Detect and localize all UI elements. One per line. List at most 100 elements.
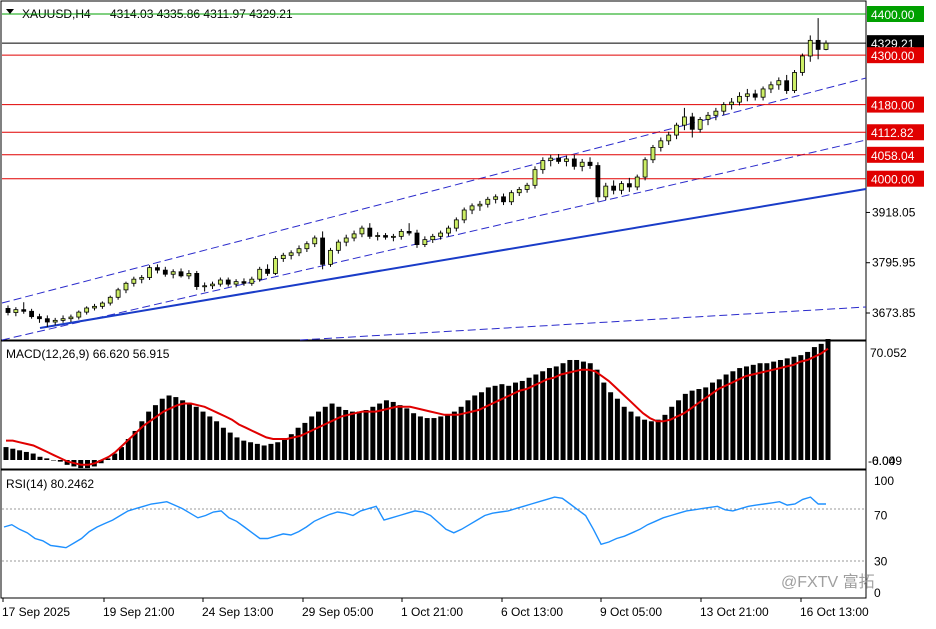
candle (351, 230, 357, 242)
candle (217, 277, 223, 287)
candle-body (485, 198, 491, 205)
macd-bar (214, 421, 220, 460)
price-level-tag (867, 35, 924, 52)
candle (147, 265, 152, 280)
candle (815, 18, 821, 60)
candle (92, 303, 97, 311)
price-tick-label: 3673.85 (872, 306, 916, 320)
channel-upper-dashed[interactable] (1, 77, 867, 304)
macd-bar (642, 419, 648, 460)
candle-body (548, 157, 554, 161)
candle-body (705, 114, 711, 120)
candle-body (682, 116, 687, 126)
candle (477, 200, 483, 211)
macd-bar (574, 359, 580, 460)
macd-bar (417, 416, 423, 460)
price-level-tag-text: 4300.00 (871, 49, 915, 63)
candle (689, 112, 695, 138)
candle-body (296, 248, 302, 254)
candle-body (225, 279, 231, 285)
candle (312, 235, 318, 248)
macd-bar (227, 432, 233, 460)
candle-body (280, 254, 286, 259)
macd-bar (628, 411, 634, 460)
macd-bar (513, 382, 519, 460)
candle-body (650, 147, 656, 161)
collapse-triangle-icon[interactable] (6, 9, 14, 14)
candle-body (744, 93, 750, 97)
candle (398, 228, 404, 240)
candle-body (422, 239, 428, 245)
candle (367, 223, 373, 239)
macd-bar (302, 422, 308, 460)
candle-body (784, 80, 790, 91)
macd-bar (152, 405, 158, 460)
candle-body (713, 110, 719, 116)
macd-bar (349, 411, 355, 460)
price-level-tag-text: 4000.00 (871, 173, 915, 187)
candle-body (359, 227, 365, 235)
macd-bar (118, 447, 124, 460)
candle-body (807, 39, 813, 57)
macd-axis-top: 70.052 (870, 346, 907, 360)
macd-bar (343, 409, 349, 460)
candle (737, 92, 742, 106)
macd-bar (17, 450, 23, 460)
macd-bar (791, 356, 797, 460)
candle (634, 174, 640, 191)
macd-bar (404, 408, 410, 460)
macd-bar (825, 339, 831, 460)
candle-body (446, 227, 451, 234)
candle (99, 301, 105, 309)
candle (438, 230, 443, 240)
candle (713, 107, 719, 121)
price-level-tags: 4400.004329.214300.004180.004112.824058.… (867, 6, 924, 187)
candle (446, 225, 451, 237)
macd-bar (492, 385, 498, 460)
candle-body (815, 39, 821, 50)
price-level-tag (867, 47, 924, 64)
macd-bar (336, 406, 342, 460)
macd-bar (723, 374, 729, 460)
macd-bar (329, 403, 335, 460)
candle (666, 131, 672, 145)
macd-bar (241, 440, 247, 460)
candle-body (383, 235, 388, 238)
candle (760, 86, 766, 101)
macd-bar (139, 421, 145, 460)
candle (225, 277, 231, 287)
macd-bar (166, 395, 172, 460)
candle-body (508, 192, 514, 203)
candle-body (312, 237, 318, 245)
candle (280, 252, 286, 262)
price-level-tag-text: 4180.00 (871, 99, 915, 113)
candle (414, 229, 420, 248)
price-axis: 3918.05 3795.95 3673.85 (866, 205, 916, 320)
candle (784, 74, 790, 94)
macd-bar (689, 390, 695, 460)
price-level-tag (867, 96, 924, 113)
macd-bar (777, 359, 783, 460)
candle-body (375, 235, 381, 237)
candle-body (76, 311, 82, 318)
macd-bar (818, 343, 824, 460)
macd-bar (506, 385, 512, 460)
support-trendline[interactable] (39, 188, 867, 329)
price-level-tag (867, 170, 924, 187)
candle-body (343, 237, 349, 243)
macd-bar (696, 389, 702, 460)
candle (155, 264, 160, 274)
candle (60, 315, 66, 323)
candle (257, 266, 263, 282)
candle-body (115, 289, 121, 298)
macd-bar (438, 416, 444, 460)
macd-bar (275, 442, 281, 460)
candle (721, 102, 727, 116)
candle (162, 266, 168, 277)
candle-body (186, 273, 192, 277)
candle (571, 154, 577, 170)
channel-lower-dashed[interactable] (299, 306, 867, 341)
channel-middle-dashed[interactable] (1, 139, 867, 341)
candle-body (587, 161, 593, 166)
